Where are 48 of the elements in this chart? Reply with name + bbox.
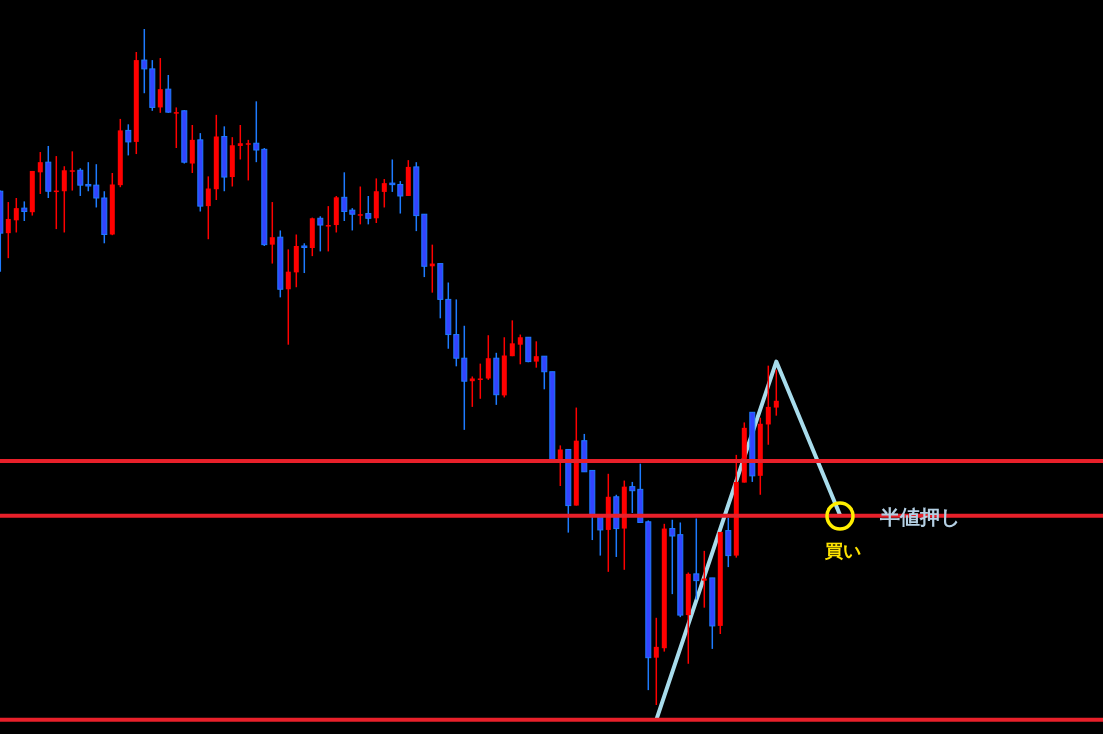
candlestick bbox=[37, 151, 43, 195]
candlestick bbox=[61, 165, 67, 234]
candlestick bbox=[165, 74, 172, 114]
candlestick bbox=[629, 481, 636, 514]
candlestick bbox=[237, 124, 243, 161]
candlestick bbox=[245, 139, 251, 182]
candlestick bbox=[173, 106, 179, 149]
candlestick bbox=[381, 178, 387, 209]
candlestick bbox=[77, 167, 84, 197]
candlestick bbox=[773, 368, 779, 417]
candlestick bbox=[285, 248, 291, 346]
candlestick bbox=[477, 362, 483, 400]
candlestick bbox=[93, 163, 100, 209]
candlestick bbox=[765, 364, 771, 446]
candlestick bbox=[701, 550, 707, 609]
candlestick bbox=[269, 201, 275, 265]
annotation: 買い bbox=[824, 540, 861, 561]
candlestick bbox=[469, 375, 475, 408]
candlestick bbox=[349, 207, 356, 232]
candlestick bbox=[365, 195, 372, 226]
candlestick bbox=[301, 242, 308, 274]
candlestick bbox=[533, 340, 539, 369]
candlestick bbox=[357, 185, 363, 226]
candlestick bbox=[325, 205, 331, 253]
candlestick bbox=[125, 123, 132, 157]
candlestick bbox=[341, 171, 348, 222]
candlestick bbox=[509, 319, 515, 357]
candlestick bbox=[517, 333, 523, 366]
candlestick bbox=[653, 617, 659, 706]
candlestick bbox=[205, 175, 211, 240]
candlestick bbox=[189, 124, 195, 174]
candlestick bbox=[485, 334, 491, 381]
candlestick bbox=[541, 355, 548, 391]
candlestick bbox=[13, 197, 19, 234]
candlestick bbox=[21, 200, 28, 222]
candlestick bbox=[461, 325, 468, 431]
candlestick bbox=[141, 28, 148, 94]
candlestick bbox=[157, 57, 163, 114]
candlestick bbox=[317, 215, 324, 253]
candlestick bbox=[453, 298, 460, 368]
candlestick bbox=[69, 150, 75, 192]
candlestick bbox=[397, 180, 404, 215]
candlestick bbox=[669, 519, 676, 595]
candlestick bbox=[5, 201, 11, 259]
candlestick bbox=[389, 158, 396, 193]
candlestick bbox=[85, 161, 92, 192]
candlestick bbox=[693, 517, 700, 601]
candlestick bbox=[253, 100, 260, 163]
